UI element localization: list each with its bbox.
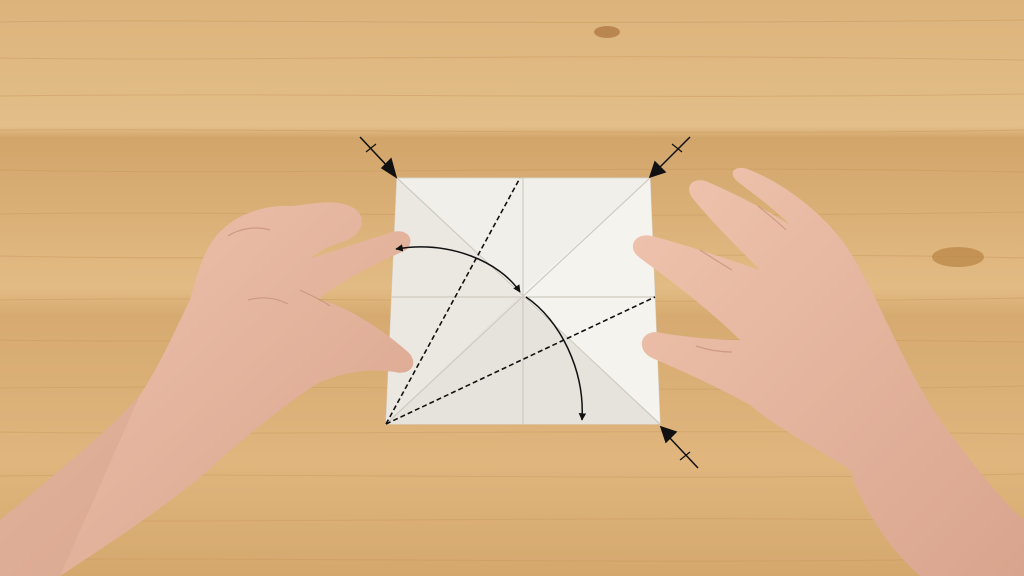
curved-fold-arrow-icon: [395, 244, 521, 293]
fold-diagram: [385, 177, 656, 425]
curved-fold-arrow-icon: [525, 296, 587, 421]
corner-arrow-icon: [359, 136, 398, 179]
crease-lines: [385, 177, 661, 425]
fold-line-dashed: [385, 296, 656, 425]
wood-knot: [932, 247, 984, 267]
right-hand: [632, 167, 1024, 576]
left-hand: [0, 202, 414, 576]
origami-paper: [385, 177, 661, 425]
fold-line-dashed: [385, 177, 521, 425]
corner-arrow-icon: [648, 136, 691, 179]
corner-arrow-icon: [659, 425, 699, 469]
wood-knot: [594, 26, 620, 38]
